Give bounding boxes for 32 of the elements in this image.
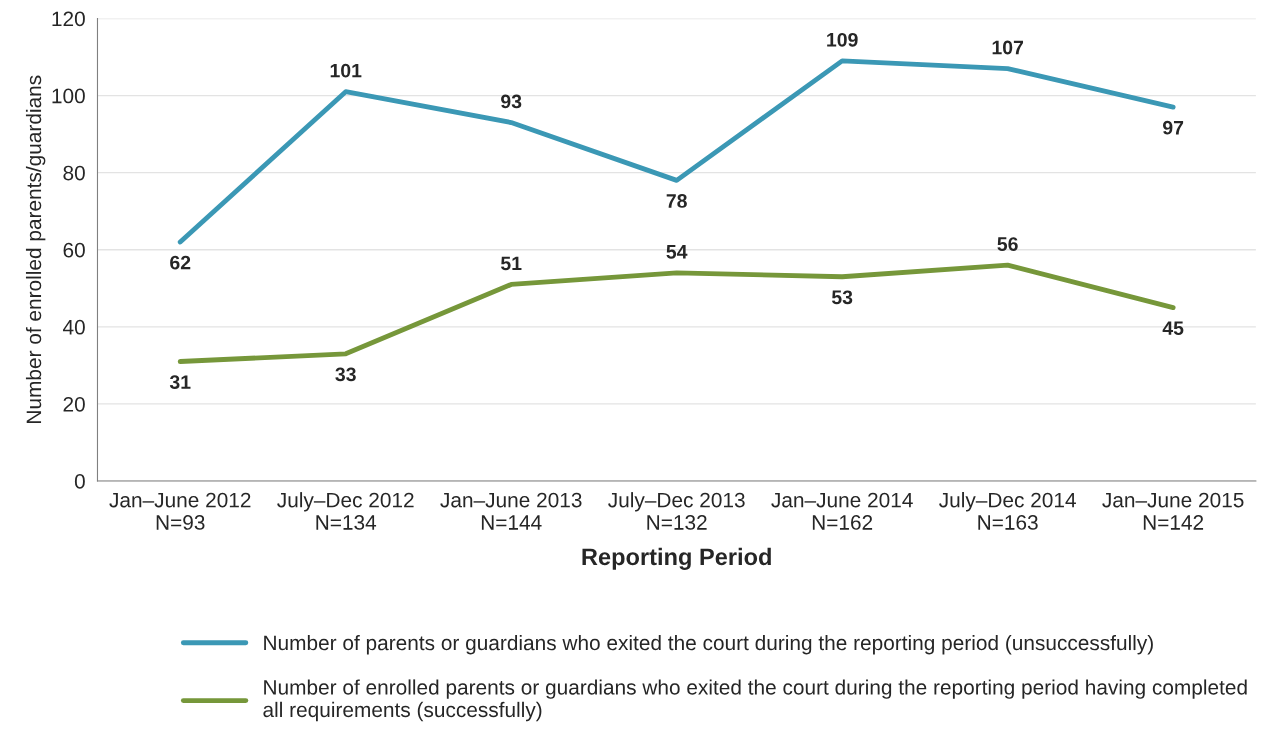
x-tick-label: July–Dec 2013 N=132	[608, 492, 745, 530]
y-tick-label: 0	[74, 474, 85, 489]
y-tick-label: 40	[62, 319, 85, 335]
legend-label: Number of parents or guardians who exited the court during the reporting period (unsuccessfully)	[264, 634, 1153, 655]
y-axis-title: Number of enrolled parents/guardians	[25, 75, 46, 423]
y-tick-label: 80	[63, 165, 85, 181]
y-tick-label: 120	[52, 11, 85, 27]
data-label: 33	[335, 367, 356, 382]
x-tick-label: July–Dec 2014 N=163	[939, 492, 1076, 530]
data-label: 62	[170, 255, 191, 270]
x-tick-label: July–Dec 2012 N=134	[277, 492, 414, 530]
data-label: 31	[169, 375, 191, 389]
data-label: 107	[992, 40, 1024, 55]
x-tick-label: Jan–June 2013 N=144	[440, 492, 582, 530]
y-tick-label: 60	[63, 242, 85, 258]
data-label: 78	[666, 194, 687, 208]
legend-label: Number of enrolled parents or guardians who exited the court during the reporting period having completed all requirements (successfully)	[263, 679, 1247, 722]
x-axis-title: Reporting Period	[582, 547, 771, 570]
data-label: 51	[500, 256, 522, 271]
data-label: 109	[827, 32, 858, 47]
data-label: 97	[1162, 120, 1184, 135]
x-tick-label: Jan–June 2015 N=142	[1102, 492, 1244, 530]
y-tick-label: 100	[52, 88, 85, 104]
data-label: 101	[330, 63, 362, 78]
x-tick-label: Jan–June 2014 N=162	[771, 492, 913, 530]
y-tick-label: 20	[63, 396, 85, 412]
data-label: 93	[501, 94, 522, 109]
data-label: 54	[666, 245, 688, 259]
data-label: 56	[997, 237, 1018, 251]
data-label: 45	[1162, 321, 1184, 335]
data-label: 53	[831, 290, 853, 305]
x-tick-label: Jan–June 2012 N=93	[109, 492, 251, 530]
